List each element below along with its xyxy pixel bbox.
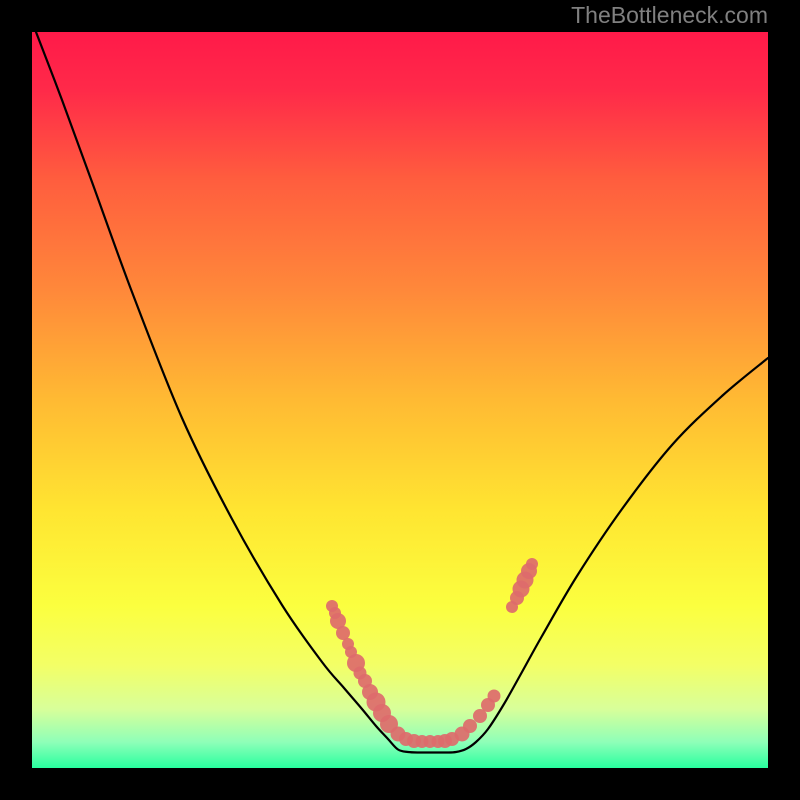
gradient-background (32, 32, 768, 768)
marker-dot (488, 690, 501, 703)
frame-right (768, 0, 800, 800)
chart-svg (32, 32, 768, 768)
frame-left (0, 0, 32, 800)
marker-dot (336, 626, 350, 640)
marker-dot (526, 558, 538, 570)
frame-bottom (0, 768, 800, 800)
watermark-text: TheBottleneck.com (571, 2, 768, 29)
marker-dot (463, 719, 477, 733)
chart-plot-area (32, 32, 768, 768)
